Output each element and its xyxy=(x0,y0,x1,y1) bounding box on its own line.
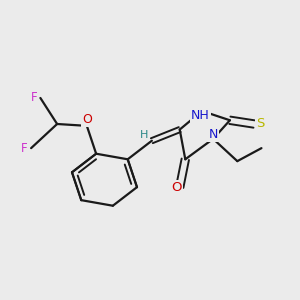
Text: O: O xyxy=(172,181,182,194)
Text: N: N xyxy=(208,128,218,141)
Text: O: O xyxy=(82,113,92,126)
Text: F: F xyxy=(31,92,38,104)
Text: F: F xyxy=(21,142,28,154)
Text: NH: NH xyxy=(191,109,209,122)
Text: S: S xyxy=(256,118,265,130)
Text: H: H xyxy=(140,130,148,140)
